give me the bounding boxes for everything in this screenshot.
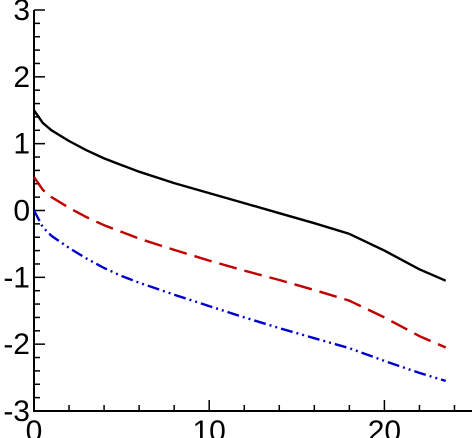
series-line-3 [32,209,447,383]
y-tick-label: 2 [13,61,30,94]
x-tick-label: 10 [193,415,226,438]
y-tick-label: -2 [3,328,30,361]
y-tick-label: 3 [13,0,30,27]
y-tick-label: -1 [3,261,30,294]
y-tick-label: 1 [13,128,30,161]
series-line-2 [33,176,447,349]
x-tick-label: 20 [368,415,401,438]
y-tick-label: 0 [13,195,30,228]
axis-ticks [33,9,456,412]
x-tick-label: 0 [26,415,43,438]
axes [33,10,472,412]
y-tick-label: -3 [3,395,30,428]
series-line-1 [33,109,447,282]
series-lines [32,109,447,383]
